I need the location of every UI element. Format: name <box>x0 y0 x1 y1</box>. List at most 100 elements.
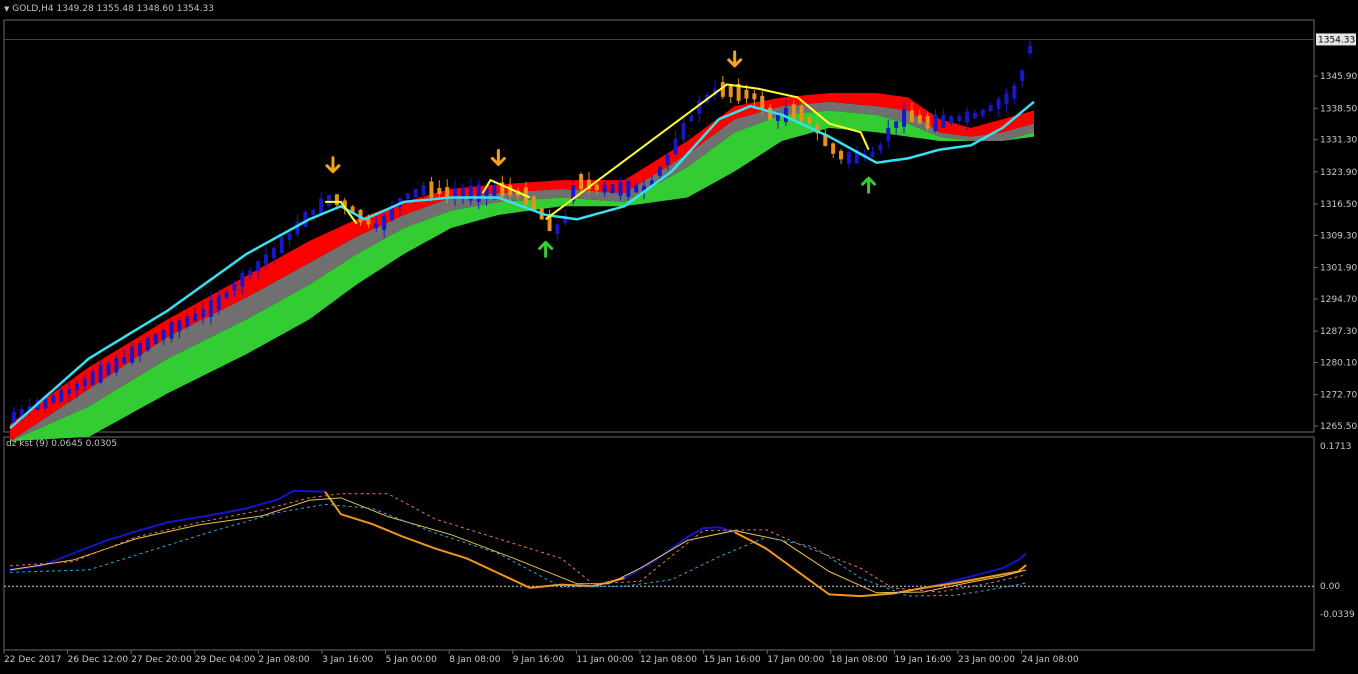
candle-body <box>768 107 773 120</box>
indicator-pane-border <box>3 436 1315 651</box>
sell-arrow-icon <box>490 148 506 166</box>
candle-body <box>634 185 639 193</box>
kst-series-line <box>734 531 1027 598</box>
time-tick-label: 3 Jan 16:00 <box>322 655 374 665</box>
candle-body <box>563 215 568 223</box>
candle-body <box>114 357 119 373</box>
price-tick-label: 1331.30 <box>1320 136 1357 146</box>
candle-body <box>760 95 765 110</box>
time-tick-label: 2 Jan 08:00 <box>258 655 310 665</box>
time-tick-label: 19 Jan 16:00 <box>894 655 951 665</box>
time-tick-label: 12 Jan 08:00 <box>640 655 697 665</box>
candle-body <box>350 206 355 213</box>
candle-body <box>776 114 780 121</box>
sell-arrow-icon <box>325 156 341 174</box>
candle-body <box>90 371 95 385</box>
candle-body <box>594 184 599 191</box>
candle-body <box>468 185 473 201</box>
candle-body <box>744 89 749 99</box>
time-tick-label: 24 Jan 08:00 <box>1022 655 1079 665</box>
candle-body <box>1028 45 1033 54</box>
candle-body <box>421 185 426 196</box>
candle-body <box>232 283 237 291</box>
time-tick-label: 5 Jan 00:00 <box>386 655 438 665</box>
candle-body <box>484 187 489 198</box>
candle-body <box>374 223 379 229</box>
candle-body <box>602 185 607 193</box>
candle-body <box>626 180 631 197</box>
candle-body <box>642 185 647 192</box>
kst-series-line <box>9 493 1027 593</box>
yellow-line-segment <box>545 83 870 221</box>
price-tick-label: 1309.30 <box>1320 231 1357 241</box>
candle-body <box>390 205 395 220</box>
candle-body <box>460 188 465 199</box>
candle-body <box>807 116 812 125</box>
candle-body <box>547 214 552 231</box>
collapse-icon[interactable]: ▼ <box>4 5 10 13</box>
price-tick-label: 1338.50 <box>1320 104 1357 114</box>
candle-body <box>51 395 56 403</box>
price-tick-label: 1287.30 <box>1320 327 1357 337</box>
price-tick-label: 1265.50 <box>1320 422 1357 432</box>
candle-body <box>736 83 741 101</box>
kst-series-line <box>324 491 625 589</box>
candle-body <box>43 395 48 409</box>
candle-body <box>996 99 1001 109</box>
candle-body <box>1012 85 1017 99</box>
candle-body <box>618 181 623 196</box>
candle-body <box>19 409 24 417</box>
candle-body <box>925 115 930 129</box>
symbol-header: ▼ GOLD,H4 1349.28 1355.48 1348.60 1354.3… <box>4 4 214 14</box>
candle-body <box>878 144 883 151</box>
symbol-label: GOLD,H4 <box>12 4 54 14</box>
candle-body <box>145 337 150 351</box>
indicator-header: dz kst (9) 0.0645 0.0305 <box>6 439 117 449</box>
sell-arrow-icon <box>727 50 743 68</box>
candle-body <box>453 188 458 199</box>
candle-body <box>579 173 584 190</box>
candle-body <box>689 115 694 121</box>
candle-body <box>98 365 103 383</box>
candle-body <box>902 109 907 127</box>
candle-body <box>137 343 142 356</box>
candle-body <box>980 109 985 116</box>
candle-body <box>555 224 560 234</box>
candle-body <box>177 320 182 332</box>
candle-body <box>957 115 962 122</box>
candle-body <box>429 181 434 198</box>
time-tick-label: 8 Jan 08:00 <box>449 655 501 665</box>
candle-body <box>311 209 316 215</box>
time-tick-label: 26 Dec 12:00 <box>68 655 129 665</box>
candle-body <box>571 185 576 202</box>
kst-series-line <box>9 503 1027 597</box>
candle-body <box>287 233 292 240</box>
time-tick-label: 9 Jan 16:00 <box>513 655 565 665</box>
candle-body <box>839 150 844 160</box>
price-pane-border <box>3 19 1315 433</box>
candle-body <box>791 104 796 120</box>
indicator-name: dz kst (9) <box>6 439 49 449</box>
candle-body <box>941 114 946 129</box>
buy-arrow-icon <box>861 176 877 194</box>
time-tick-label: 23 Jan 00:00 <box>958 655 1015 665</box>
kst-series-line <box>9 497 1027 594</box>
candle-body <box>1004 93 1009 104</box>
candle-body <box>508 185 513 196</box>
buy-arrow-icon <box>538 240 554 258</box>
price-tick-label: 1280.10 <box>1320 358 1357 368</box>
price-tick-label: 1316.50 <box>1320 200 1357 210</box>
time-tick-label: 15 Jan 16:00 <box>704 655 761 665</box>
time-tick-label: 22 Dec 2017 <box>4 655 62 665</box>
time-tick-label: 27 Dec 20:00 <box>131 655 192 665</box>
candle-body <box>949 116 954 124</box>
candle-body <box>216 295 221 310</box>
candle-body <box>886 127 891 141</box>
candle-body <box>933 114 938 132</box>
candle-body <box>799 105 804 122</box>
candle-body <box>854 150 859 164</box>
candle-body <box>649 180 654 186</box>
yellow-line-segment <box>325 200 358 225</box>
candle-body <box>319 198 324 214</box>
